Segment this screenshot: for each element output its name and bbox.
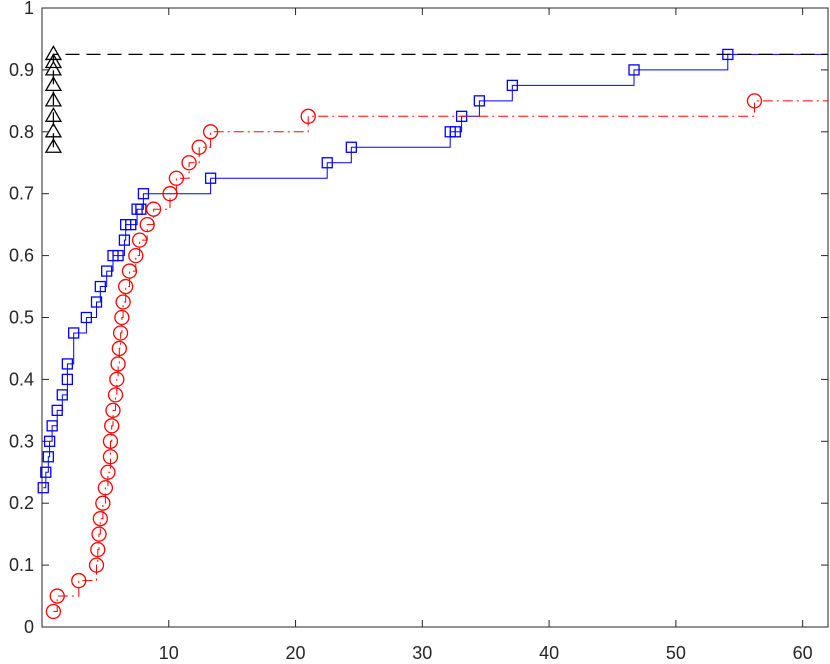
series-1-point-0 bbox=[45, 603, 62, 620]
series-2-line bbox=[52, 53, 828, 148]
x-tick-label: 30 bbox=[412, 643, 432, 663]
y-tick-label: 0.2 bbox=[9, 493, 34, 513]
series-1-point-11 bbox=[102, 433, 119, 449]
series-1-point-28 bbox=[168, 170, 185, 186]
series-1-point-2 bbox=[71, 572, 87, 589]
x-tick-label: 60 bbox=[793, 643, 813, 663]
series-0-point-5 bbox=[51, 404, 63, 417]
x-tick-label: 40 bbox=[539, 643, 559, 663]
series-1-point-19 bbox=[114, 309, 130, 326]
series-1-point-15 bbox=[109, 371, 125, 388]
series-0-point-8 bbox=[61, 358, 74, 370]
series-2 bbox=[44, 45, 828, 153]
series-1-point-6 bbox=[92, 511, 108, 527]
series-1-point-26 bbox=[145, 201, 162, 217]
series-1-point-7 bbox=[95, 495, 111, 511]
y-tick-label: 1 bbox=[24, 0, 34, 18]
series-0-point-24 bbox=[345, 141, 357, 153]
series-2-point-4 bbox=[44, 76, 63, 92]
series-1-point-12 bbox=[104, 418, 120, 434]
series-2-point-1 bbox=[44, 122, 63, 138]
series-0-point-23 bbox=[321, 157, 333, 169]
series-1-point-5 bbox=[91, 526, 107, 542]
series-0-point-7 bbox=[61, 373, 74, 386]
series-1-point-1 bbox=[49, 588, 65, 604]
series-0-point-12 bbox=[94, 280, 106, 293]
y-tick-label: 0.6 bbox=[9, 246, 34, 266]
series-2-point-7 bbox=[44, 45, 63, 61]
series-1-point-13 bbox=[105, 402, 121, 419]
series-1-point-10 bbox=[102, 449, 119, 465]
series-1-point-3 bbox=[88, 557, 105, 573]
series-1-point-8 bbox=[97, 480, 114, 496]
series-2-point-3 bbox=[44, 91, 63, 107]
series-1-point-20 bbox=[115, 294, 131, 310]
series-0-point-29 bbox=[506, 79, 518, 92]
series-0-point-4 bbox=[46, 420, 58, 432]
x-tick-label: 10 bbox=[159, 643, 179, 663]
series-0-line bbox=[43, 53, 828, 489]
series-0-point-0 bbox=[37, 482, 49, 494]
series-0-point-11 bbox=[90, 296, 103, 308]
series-1-point-14 bbox=[107, 387, 124, 403]
series-1-point-17 bbox=[111, 340, 127, 357]
series-1-point-29 bbox=[181, 155, 197, 171]
x-tick-label: 20 bbox=[286, 643, 306, 663]
series-1-point-31 bbox=[202, 124, 219, 140]
x-tick-label: 50 bbox=[666, 643, 686, 663]
series-0-point-10 bbox=[80, 311, 93, 324]
series-0-point-18 bbox=[125, 218, 137, 231]
series-2-point-2 bbox=[44, 107, 63, 122]
series-1-point-18 bbox=[112, 325, 129, 341]
series-1-point-24 bbox=[131, 232, 148, 248]
series-1-point-21 bbox=[118, 278, 134, 295]
series-0-point-21 bbox=[137, 188, 150, 200]
series-2-point-6 bbox=[44, 53, 63, 69]
series-1-point-25 bbox=[139, 216, 155, 233]
y-tick-label: 0.5 bbox=[9, 308, 34, 328]
series-0-point-6 bbox=[56, 389, 68, 401]
y-tick-label: 0.8 bbox=[9, 122, 34, 142]
series-0-point-20 bbox=[135, 203, 147, 215]
axes: 10 20 30 40 50 60 0 0.1 0.2 0.3 0.4 0.5 0.6 0.7 0.8 0.9… bbox=[9, 0, 829, 663]
series-1-point-27 bbox=[162, 186, 178, 202]
y-tick-label: 0.3 bbox=[9, 431, 34, 451]
series-0-point-22 bbox=[204, 172, 217, 184]
y-tick-label: 0 bbox=[24, 617, 34, 637]
series-1-point-4 bbox=[90, 541, 106, 558]
y-tick-label: 0.1 bbox=[9, 555, 34, 575]
series-1-point-32 bbox=[300, 108, 316, 124]
series-0-point-9 bbox=[68, 327, 80, 339]
series-1-point-33 bbox=[746, 93, 763, 109]
series-0-point-30 bbox=[628, 64, 640, 76]
series-1 bbox=[45, 93, 828, 620]
axes-box bbox=[41, 7, 829, 628]
series-1-point-16 bbox=[110, 356, 126, 372]
series-0-point-13 bbox=[101, 265, 113, 277]
series-0-point-15 bbox=[112, 249, 124, 262]
series-0-point-1 bbox=[40, 466, 52, 478]
series-0-point-2 bbox=[42, 451, 54, 463]
series-1-point-22 bbox=[121, 263, 138, 279]
series-1-point-23 bbox=[128, 247, 144, 264]
series-1-point-9 bbox=[100, 464, 116, 480]
plot-area bbox=[37, 45, 828, 620]
series-2-point-0 bbox=[44, 137, 63, 153]
series-0-point-16 bbox=[118, 234, 131, 246]
series-0-point-26 bbox=[449, 126, 461, 138]
series-0-point-28 bbox=[473, 95, 486, 107]
series-1-line bbox=[53, 100, 828, 612]
y-tick-label: 0.7 bbox=[9, 184, 34, 204]
series-2-point-5 bbox=[44, 60, 63, 76]
y-tick-label: 0.9 bbox=[9, 60, 34, 80]
y-tick-label: 0.4 bbox=[9, 369, 34, 389]
series-1-point-30 bbox=[191, 139, 207, 155]
